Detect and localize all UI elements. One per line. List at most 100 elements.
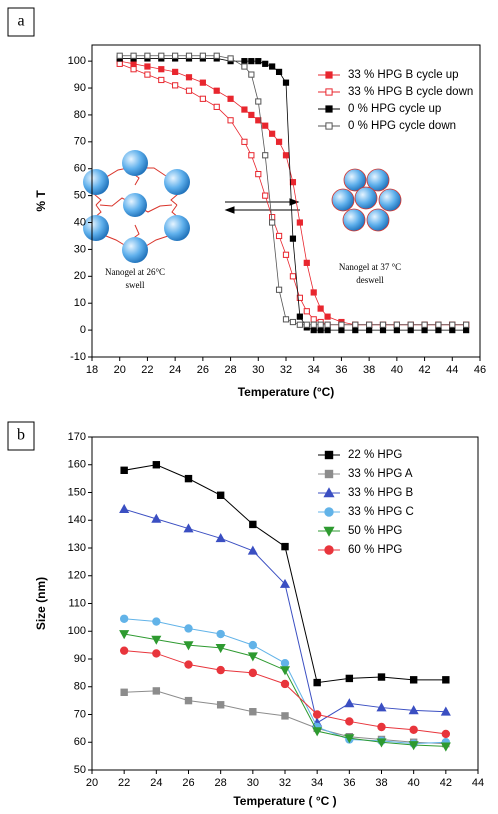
- marker: [376, 738, 387, 748]
- marker: [151, 635, 162, 645]
- marker: [463, 327, 470, 334]
- x-tick-label: 32: [279, 777, 291, 789]
- marker: [255, 171, 262, 178]
- marker: [152, 617, 161, 626]
- legend-marker: [325, 105, 333, 113]
- marker: [463, 321, 470, 328]
- marker: [324, 313, 331, 320]
- marker: [324, 327, 331, 334]
- y-tick-label: 70: [74, 136, 86, 148]
- marker: [262, 60, 269, 67]
- marker: [248, 152, 255, 159]
- x-tick-label: 26: [197, 364, 209, 376]
- marker: [408, 705, 419, 715]
- marker: [280, 658, 290, 668]
- y-tick-label: 50: [74, 190, 86, 202]
- x-axis-title: Temperature (°C): [238, 385, 335, 399]
- marker: [441, 729, 451, 739]
- legend-marker: [323, 487, 335, 498]
- marker: [255, 98, 262, 105]
- x-tick-label: 30: [247, 777, 259, 789]
- marker: [184, 660, 193, 669]
- marker: [172, 68, 179, 75]
- y-tick-label: 130: [68, 542, 86, 554]
- marker: [130, 60, 137, 67]
- marker: [310, 289, 317, 296]
- marker: [248, 668, 258, 678]
- x-tick-label: 26: [182, 777, 194, 789]
- marker: [282, 251, 290, 258]
- marker: [120, 466, 128, 475]
- marker: [248, 71, 255, 78]
- marker: [119, 503, 130, 514]
- marker: [172, 82, 179, 89]
- legend-marker: [325, 122, 333, 130]
- marker: [269, 63, 276, 70]
- x-tick-label: 24: [150, 777, 162, 789]
- marker: [303, 259, 310, 266]
- marker: [130, 52, 137, 59]
- marker: [379, 327, 387, 334]
- marker: [275, 286, 283, 293]
- marker: [151, 513, 162, 523]
- annotation: swell: [126, 280, 145, 290]
- marker: [317, 305, 324, 312]
- marker: [449, 321, 456, 328]
- marker: [282, 316, 290, 323]
- x-tick-label: 40: [408, 777, 420, 789]
- legend-marker: [323, 526, 335, 537]
- y-tick-label: 50: [74, 764, 86, 776]
- y-tick-label: 60: [74, 163, 86, 175]
- x-tick-label: 28: [224, 364, 236, 376]
- marker: [421, 321, 428, 328]
- legend-label: 33 % HPG B cycle down: [348, 86, 473, 98]
- marker: [407, 327, 414, 334]
- marker: [248, 58, 255, 65]
- marker: [280, 679, 290, 689]
- y-tick-label: 150: [68, 486, 86, 498]
- marker: [185, 87, 193, 94]
- x-tick-label: 38: [363, 364, 375, 376]
- marker: [275, 138, 283, 145]
- x-tick-label: 24: [169, 364, 181, 376]
- marker: [275, 68, 283, 75]
- y-tick-label: 90: [74, 82, 86, 94]
- marker: [216, 491, 225, 499]
- marker: [119, 646, 129, 655]
- x-tick-label: 30: [252, 364, 264, 376]
- annotation: deswell: [356, 275, 384, 285]
- marker: [281, 712, 289, 720]
- marker: [310, 327, 317, 334]
- marker: [119, 630, 130, 640]
- x-tick-label: 18: [86, 364, 98, 376]
- marker: [421, 327, 428, 334]
- marker: [213, 87, 220, 94]
- legend-label: 0 % HPG cycle up: [348, 103, 441, 115]
- marker: [241, 106, 248, 113]
- marker: [199, 79, 206, 86]
- marker: [409, 725, 418, 734]
- marker: [313, 678, 321, 687]
- marker: [213, 52, 220, 59]
- marker: [344, 698, 355, 708]
- legend-label: 33 % HPG B cycle up: [348, 69, 459, 81]
- marker: [409, 676, 418, 684]
- legend-label: 33 % HPG B: [348, 487, 414, 499]
- y-tick-label: 120: [68, 570, 86, 582]
- marker: [275, 232, 283, 240]
- x-axis-title: Temperature ( °C ): [233, 794, 336, 808]
- legend-label: 0 % HPG cycle down: [348, 120, 456, 132]
- y-axis-title: % T: [34, 190, 48, 212]
- x-tick-label: 40: [391, 364, 403, 376]
- marker: [281, 542, 289, 551]
- legend-marker: [324, 507, 334, 517]
- marker: [241, 138, 248, 145]
- marker: [379, 321, 387, 328]
- x-tick-label: 42: [418, 364, 430, 376]
- nanogel-deswell-schematic: [331, 168, 402, 232]
- y-tick-label: 40: [74, 216, 86, 228]
- x-tick-label: 38: [375, 777, 387, 789]
- marker: [377, 673, 386, 681]
- marker: [310, 316, 317, 323]
- marker: [435, 321, 442, 328]
